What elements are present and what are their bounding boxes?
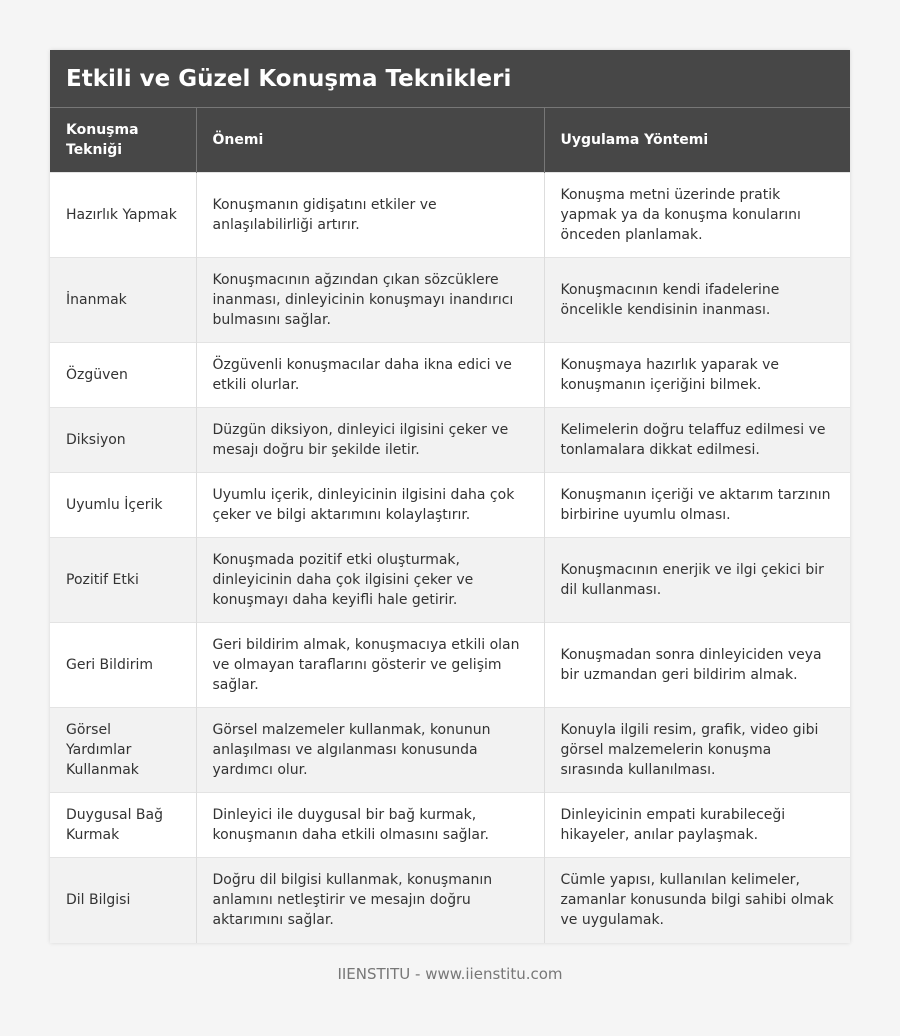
table-row: Dil Bilgisi Doğru dil bilgisi kullanmak, … <box>50 857 850 943</box>
table-row: Geri Bildirim Geri bildirim almak, konuşm… <box>50 622 850 708</box>
method-cell: Dinleyicinin empati kurabileceği hikayel… <box>544 792 850 858</box>
importance-cell: Özgüvenli konuşmacılar daha ikna edici v… <box>196 342 545 408</box>
importance-cell: Uyumlu içerik, dinleyicinin ilgisini dah… <box>196 472 545 538</box>
method-cell: Konuşmacının enerjik ve ilgi çekici bir … <box>544 537 850 623</box>
technique-cell: Diksiyon <box>50 407 197 473</box>
method-cell: Konuşmadan sonra dinleyiciden veya bir u… <box>544 622 850 708</box>
importance-cell: Geri bildirim almak, konuşmacıya etkili … <box>196 622 545 708</box>
header-technique: Konuşma Tekniği <box>50 108 197 173</box>
table-row: Özgüven Özgüvenli konuşmacılar daha ikna … <box>50 342 850 408</box>
footer-credit: IIENSTITU - www.iienstitu.com <box>337 965 563 983</box>
technique-cell: Görsel Yardımlar Kullanmak <box>50 707 197 793</box>
techniques-table: Konuşma Tekniği Önemi Uygulama Yöntemi H… <box>50 108 850 943</box>
header-row: Konuşma Tekniği Önemi Uygulama Yöntemi <box>50 108 850 173</box>
method-cell: Konuşma metni üzerinde pratik yapmak ya … <box>544 172 850 258</box>
importance-cell: Konuşmada pozitif etki oluşturmak, dinle… <box>196 537 545 623</box>
technique-cell: Pozitif Etki <box>50 537 197 623</box>
table-row: İnanmak Konuşmacının ağzından çıkan sözcü… <box>50 257 850 343</box>
table-row: Duygusal Bağ Kurmak Dinleyici ile duygusa… <box>50 792 850 858</box>
technique-cell: Uyumlu İçerik <box>50 472 197 538</box>
method-cell: Konuşmanın içeriği ve aktarım tarzının b… <box>544 472 850 538</box>
method-cell: Kelimelerin doğru telaffuz edilmesi ve t… <box>544 407 850 473</box>
header-method: Uygulama Yöntemi <box>544 108 850 173</box>
importance-cell: Görsel malzemeler kullanmak, konunun anl… <box>196 707 545 793</box>
importance-cell: Doğru dil bilgisi kullanmak, konuşmanın … <box>196 857 545 943</box>
importance-cell: Konuşmacının ağzından çıkan sözcüklere i… <box>196 257 545 343</box>
header-importance: Önemi <box>196 108 545 173</box>
technique-cell: Özgüven <box>50 342 197 408</box>
table-row: Uyumlu İçerik Uyumlu içerik, dinleyicinin… <box>50 472 850 538</box>
table-title: Etkili ve Güzel Konuşma Teknikleri <box>50 50 850 108</box>
technique-cell: Geri Bildirim <box>50 622 197 708</box>
technique-cell: İnanmak <box>50 257 197 343</box>
importance-cell: Konuşmanın gidişatını etkiler ve anlaşıl… <box>196 172 545 258</box>
method-cell: Cümle yapısı, kullanılan kelimeler, zama… <box>544 857 850 943</box>
importance-cell: Düzgün diksiyon, dinleyici ilgisini çeke… <box>196 407 545 473</box>
table-row: Diksiyon Düzgün diksiyon, dinleyici ilgis… <box>50 407 850 473</box>
table-row: Hazırlık Yapmak Konuşmanın gidişatını etk… <box>50 172 850 258</box>
technique-cell: Duygusal Bağ Kurmak <box>50 792 197 858</box>
importance-cell: Dinleyici ile duygusal bir bağ kurmak, k… <box>196 792 545 858</box>
technique-cell: Hazırlık Yapmak <box>50 172 197 258</box>
table-row: Pozitif Etki Konuşmada pozitif etki oluşt… <box>50 537 850 623</box>
table-card: Etkili ve Güzel Konuşma Teknikleri Konuş… <box>50 50 850 943</box>
method-cell: Konuyla ilgili resim, grafik, video gibi… <box>544 707 850 793</box>
technique-cell: Dil Bilgisi <box>50 857 197 943</box>
method-cell: Konuşmacının kendi ifadelerine öncelikle… <box>544 257 850 343</box>
method-cell: Konuşmaya hazırlık yaparak ve konuşmanın… <box>544 342 850 408</box>
table-row: Görsel Yardımlar Kullanmak Görsel malzeme… <box>50 707 850 793</box>
